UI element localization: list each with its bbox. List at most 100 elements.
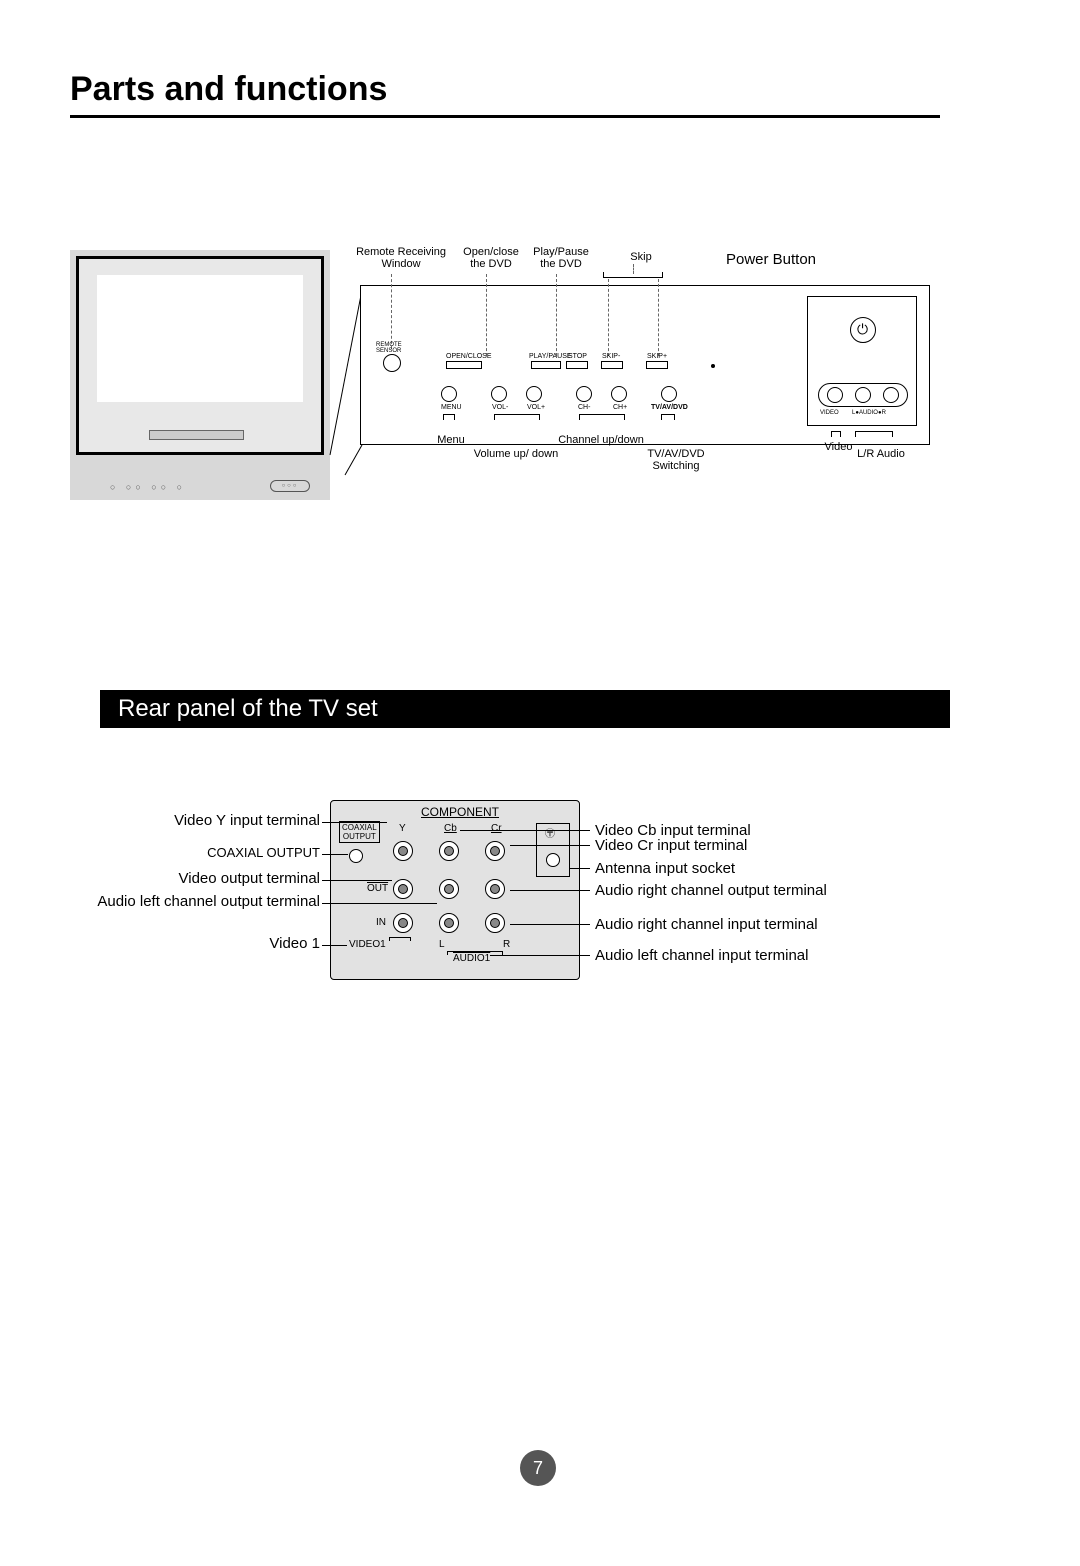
btn-menu[interactable] <box>441 386 457 402</box>
tiny-trio-lr: L●AUDIO●R <box>852 410 886 416</box>
lead-r6: Audio left channel input terminal <box>595 947 808 964</box>
control-panel: Remote ReceivingWindow Open/closethe DVD… <box>360 285 930 445</box>
jack-video-out[interactable] <box>393 879 413 899</box>
brace-sw <box>661 414 675 420</box>
page-title: Parts and functions <box>70 70 387 109</box>
power-icon: ⏻ <box>857 321 868 338</box>
jack-audio-l-out[interactable] <box>439 879 459 899</box>
tiny-skipm: SKIP- <box>602 353 620 360</box>
power-av-box: ⏻ VIDEO L●AUDIO●R <box>807 296 917 426</box>
lbl-cr: Cr <box>491 823 502 834</box>
line-r1 <box>460 830 590 831</box>
btn-skip-minus[interactable] <box>601 361 623 369</box>
btn-tvavdvd[interactable] <box>661 386 677 402</box>
line-l1 <box>322 822 387 823</box>
jack-audio-l-in[interactable] <box>439 913 459 933</box>
lbl-in: IN <box>376 917 386 928</box>
lbl-coaxbox: COAXIALOUTPUT <box>339 821 380 843</box>
brace-menu <box>443 414 455 420</box>
tiny-chm: CH- <box>578 404 590 411</box>
brace-video1 <box>389 937 411 941</box>
dash-skipm <box>608 279 609 356</box>
line-r2 <box>510 845 590 846</box>
jack-cr[interactable] <box>485 841 505 861</box>
jack-coax-out[interactable] <box>349 849 363 863</box>
label-skip: Skip <box>616 251 666 263</box>
label-lraudio: L/R Audio <box>851 448 911 460</box>
label-power: Power Button <box>716 251 826 268</box>
label-channel: Channel up/down <box>551 434 651 446</box>
jack-audio-r-out[interactable] <box>485 879 505 899</box>
title-rule <box>70 115 940 118</box>
line-r4 <box>510 890 590 891</box>
jack-audio-r-in[interactable] <box>485 913 505 933</box>
brace-vol <box>494 414 540 420</box>
tiny-volm: VOL- <box>492 404 508 411</box>
jack-audio-l[interactable] <box>855 387 871 403</box>
tiny-playpause: PLAY/PAUSE <box>529 353 572 360</box>
lead-r2: Video Cr input terminal <box>595 837 747 854</box>
page-number: 7 <box>520 1450 556 1486</box>
jack-video[interactable] <box>827 387 843 403</box>
jack-y[interactable] <box>393 841 413 861</box>
lead-l3: Video output terminal <box>70 870 320 887</box>
line-l5 <box>322 945 347 946</box>
tiny-sensor: REMOTESENSOR <box>376 342 416 354</box>
label-switching: TV/AV/DVDSwitching <box>636 448 716 472</box>
lead-l2: COAXIAL OUTPUT <box>120 845 320 860</box>
brace-lr <box>855 431 893 437</box>
lbl-component: COMPONENT <box>421 805 499 819</box>
jack-video-in[interactable] <box>393 913 413 933</box>
line-r6 <box>490 955 590 956</box>
label-openclose: Open/closethe DVD <box>456 246 526 270</box>
label-volume: Volume up/ down <box>466 448 566 460</box>
line-l4 <box>322 903 437 904</box>
tiny-openclose: OPEN/CLOSE <box>446 353 492 360</box>
lbl-r: R <box>503 939 510 950</box>
tiny-chp: CH+ <box>613 404 627 411</box>
lbl-cb: Cb <box>444 823 457 834</box>
tv-bottom-jacks: ○○○ <box>270 480 310 492</box>
btn-ch-minus[interactable] <box>576 386 592 402</box>
jack-cb[interactable] <box>439 841 459 861</box>
lbl-l: L <box>439 939 445 950</box>
btn-vol-plus[interactable] <box>526 386 542 402</box>
av-jack-trio <box>818 383 908 407</box>
lead-r4: Audio right channel output terminal <box>595 882 827 899</box>
line-r3 <box>570 868 590 869</box>
tv-screen <box>97 275 303 402</box>
tv-dvd-slot <box>149 430 244 440</box>
label-playpause: Play/Pausethe DVD <box>526 246 596 270</box>
dash-play <box>556 274 557 356</box>
top-diagram: ○ ○○ ○○ ○ ○○○ Remote ReceivingWindow Ope… <box>70 250 940 520</box>
tv-bottom-dots: ○ ○○ ○○ ○ <box>110 482 186 492</box>
dash-skipp <box>658 279 659 356</box>
btn-ch-plus[interactable] <box>611 386 627 402</box>
antenna-icon: 〶 <box>545 825 555 840</box>
lead-r3: Antenna input socket <box>595 860 735 877</box>
tiny-skipp: SKIP+ <box>647 353 667 360</box>
lead-l4: Audio left channel output terminal <box>40 893 320 910</box>
tv-illustration: ○ ○○ ○○ ○ ○○○ <box>70 250 330 500</box>
tiny-stop: STOP <box>568 353 587 360</box>
section-banner-rear: Rear panel of the TV set <box>100 690 950 728</box>
btn-openclose[interactable] <box>446 361 482 369</box>
btn-vol-minus[interactable] <box>491 386 507 402</box>
jack-antenna[interactable] <box>546 853 560 867</box>
tiny-menu: MENU <box>441 404 462 411</box>
tiny-tvavdvd: TV/AV/DVD <box>651 404 688 411</box>
btn-skip-plus[interactable] <box>646 361 668 369</box>
label-menu: Menu <box>426 434 476 446</box>
brace-ch <box>579 414 625 420</box>
lbl-out: OUT <box>367 883 388 894</box>
btn-stop[interactable] <box>566 361 588 369</box>
tiny-trio-video: VIDEO <box>820 410 839 416</box>
lead-l1: Video Y input terminal <box>70 812 320 829</box>
lbl-video1: VIDEO1 <box>349 939 386 950</box>
lbl-y: Y <box>399 823 406 834</box>
lead-l5: Video 1 <box>120 935 320 952</box>
tv-bezel <box>76 256 324 455</box>
brace-video <box>831 431 841 437</box>
jack-audio-r[interactable] <box>883 387 899 403</box>
btn-playpause[interactable] <box>531 361 561 369</box>
